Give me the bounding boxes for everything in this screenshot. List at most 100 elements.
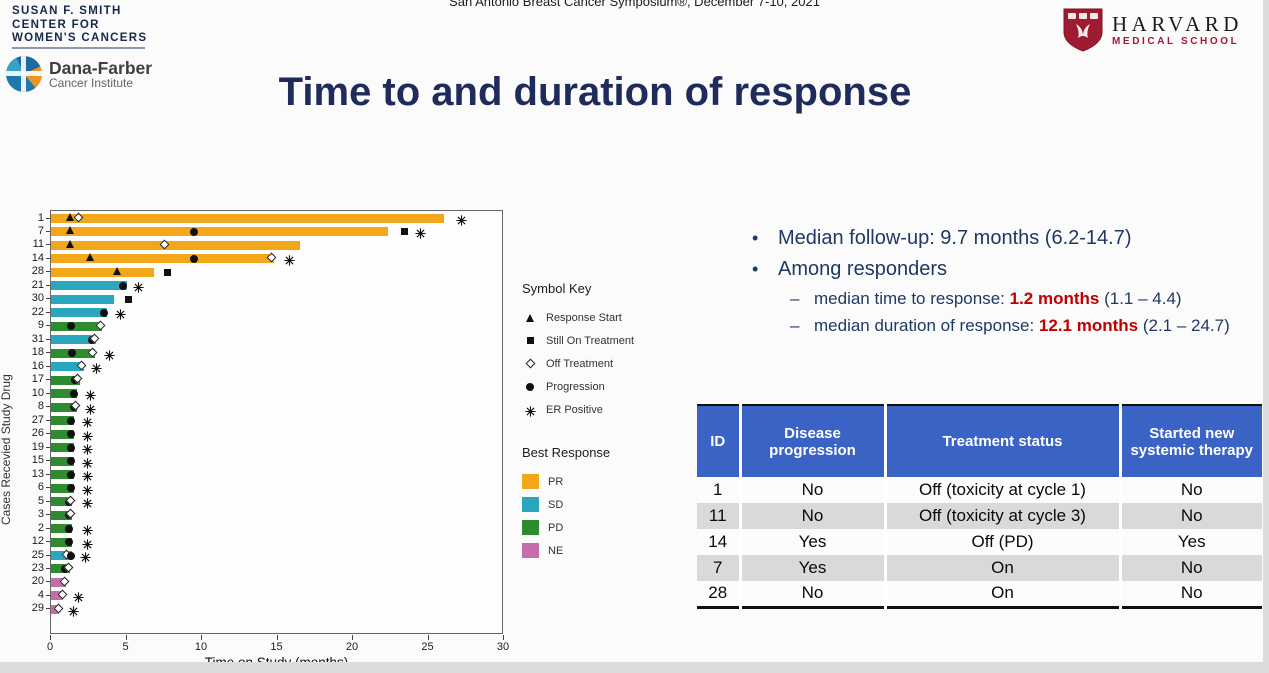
off-treatment-marker xyxy=(525,358,535,369)
progression-marker xyxy=(66,443,75,452)
swimmer-bar-case-23 xyxy=(51,564,70,574)
er-positive-marker xyxy=(524,404,536,417)
bullet-dot-icon: • xyxy=(752,259,759,279)
y-tick-label: 2 xyxy=(37,521,44,534)
progression-marker xyxy=(65,524,74,533)
best-response-label: SD xyxy=(548,498,564,511)
swimmer-bar-case-1 xyxy=(51,214,444,223)
y-tick-label: 13 xyxy=(31,467,44,480)
table-cell: No xyxy=(1118,477,1262,503)
ne-color-swatch xyxy=(522,543,539,558)
y-tick xyxy=(46,271,50,273)
response-start-marker xyxy=(66,226,75,235)
bullet-dot-icon: • xyxy=(752,228,759,248)
er-positive-marker xyxy=(68,604,79,617)
y-tick xyxy=(46,392,50,394)
y-tick-label: 6 xyxy=(37,481,44,494)
swimmer-bar-case-16 xyxy=(51,362,85,372)
y-tick xyxy=(46,365,50,367)
y-tick-label: 11 xyxy=(32,238,44,251)
swimmer-bar-case-7 xyxy=(51,227,388,237)
swimmer-bar-case-5 xyxy=(51,497,73,507)
swimmer-bar-case-9 xyxy=(51,321,103,331)
table-cell: 28 xyxy=(697,581,740,607)
y-tick xyxy=(46,473,50,475)
swimmer-bar-case-30 xyxy=(51,294,115,304)
y-tick-label: 15 xyxy=(31,454,44,467)
y-tick-label: 14 xyxy=(31,251,44,264)
progression-marker xyxy=(526,382,534,391)
table-cell: Off (toxicity at cycle 1) xyxy=(883,477,1120,503)
sd-color-swatch xyxy=(522,497,539,512)
swimmer-bar-case-21 xyxy=(51,281,127,291)
y-tick xyxy=(46,608,50,610)
table-header-cell: Started new systemic therapy xyxy=(1118,405,1262,477)
x-tick xyxy=(276,635,278,640)
y-tick-label: 30 xyxy=(31,292,44,305)
x-tick-label: 30 xyxy=(496,641,510,653)
y-tick xyxy=(46,406,50,408)
bullet-duration-of-response: – median duration of response: 12.1 mont… xyxy=(790,316,1230,335)
y-tick-label: 10 xyxy=(31,386,44,399)
chart-legend: Symbol Key Response Start Still On Treatm… xyxy=(522,281,687,562)
response-start-marker xyxy=(66,213,75,221)
er-positive-marker xyxy=(81,429,93,442)
table-cell: Off (toxicity at cycle 3) xyxy=(883,503,1120,529)
y-tick xyxy=(46,527,50,529)
er-positive-marker xyxy=(81,523,93,536)
er-positive-marker xyxy=(81,483,93,496)
swimmer-bar-case-6 xyxy=(51,483,74,493)
swimmer-bar-case-27 xyxy=(51,416,74,426)
swimmer-bar-case-28 xyxy=(51,267,154,277)
symbol-key-title: Symbol Key xyxy=(522,281,592,296)
table-cell: Off (PD) xyxy=(883,529,1120,555)
symbol-key-label: Progression xyxy=(546,380,605,393)
symbol-key-label: Still On Treatment xyxy=(546,334,635,347)
best-response-list: PR SD PD NE xyxy=(522,470,687,562)
pd-color-swatch xyxy=(522,520,539,535)
y-tick xyxy=(46,379,50,381)
x-tick xyxy=(125,635,127,640)
table-header-cell: Treatment status xyxy=(883,405,1120,477)
best-response-title: Best Response xyxy=(522,445,611,460)
y-tick-label: 7 xyxy=(37,224,44,237)
dash-icon: – xyxy=(790,289,800,308)
y-tick xyxy=(46,325,50,327)
divider xyxy=(12,47,145,49)
y-tick xyxy=(46,487,50,489)
y-tick-label: 27 xyxy=(31,413,44,426)
table-cell: 1 xyxy=(697,477,740,503)
er-positive-marker xyxy=(104,348,116,361)
susan-smith-logo: SUSAN F. SMITH CENTER FOR WOMEN'S CANCER… xyxy=(12,5,147,46)
best-response-label: PD xyxy=(548,521,564,534)
bullet-among-responders: • Among responders xyxy=(752,258,947,280)
y-tick-label: 12 xyxy=(31,535,44,548)
progression-marker xyxy=(68,349,77,358)
er-positive-marker xyxy=(81,456,93,469)
x-tick xyxy=(503,635,504,640)
x-tick xyxy=(427,635,429,640)
table-cell: Yes xyxy=(738,529,885,555)
swimmer-bar-case-14 xyxy=(51,254,275,264)
swimmer-bar-case-20 xyxy=(51,577,67,587)
er-positive-marker xyxy=(80,550,91,563)
swimmer-bar-case-17 xyxy=(51,375,80,385)
er-positive-marker xyxy=(81,537,93,550)
y-tick xyxy=(46,257,50,259)
y-tick xyxy=(46,284,50,286)
y-tick-label: 25 xyxy=(31,548,44,561)
progression-marker xyxy=(66,457,75,466)
y-tick-label: 21 xyxy=(31,278,44,291)
y-tick-label: 9 xyxy=(37,319,44,332)
best-response-label: PR xyxy=(548,475,564,488)
best-response-item: NE xyxy=(522,539,687,562)
progression-marker xyxy=(66,430,75,439)
duration-of-response-value: 12.1 months xyxy=(1038,316,1139,335)
symbol-key-label: Off Treatment xyxy=(546,357,614,370)
y-tick-label: 20 xyxy=(31,575,44,588)
symbol-key-item: Still On Treatment xyxy=(522,329,687,352)
table-cell: No xyxy=(738,477,885,503)
susan-smith-line-2: CENTER FOR xyxy=(12,18,100,31)
y-tick-label: 23 xyxy=(31,561,44,574)
time-to-response-value: 1.2 months xyxy=(1009,289,1100,308)
